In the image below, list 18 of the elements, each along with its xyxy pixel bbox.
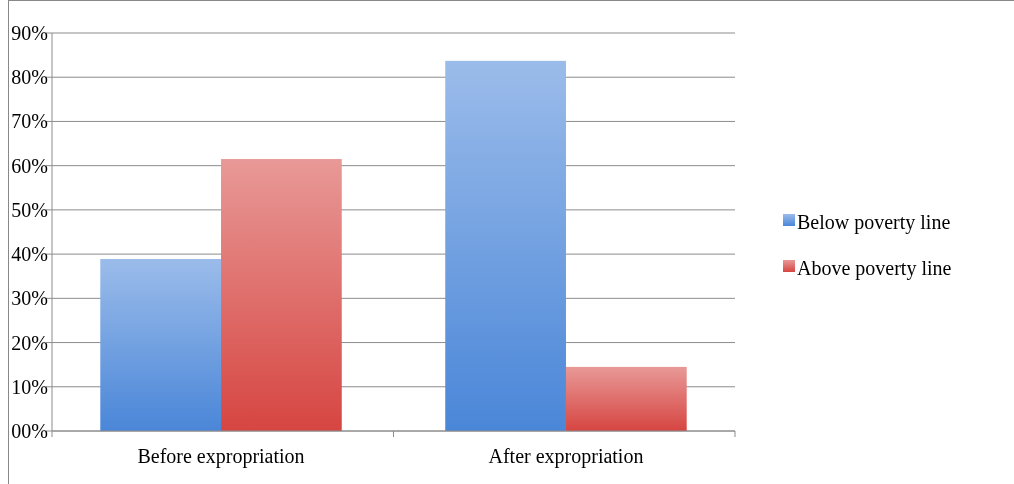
bar [100, 258, 222, 431]
y-tick-label: 80% [11, 66, 48, 89]
y-tick-label: 00% [11, 420, 48, 442]
y-tick-label: 60% [11, 154, 48, 177]
x-tick-label: Before expropriation [137, 445, 305, 468]
legend-label: Above poverty line [797, 257, 952, 280]
y-tick-label: 30% [11, 287, 48, 310]
y-tick-label: 50% [11, 198, 48, 221]
bar [221, 159, 342, 431]
y-tick-label: 40% [11, 243, 48, 266]
legend-label: Below poverty line [797, 211, 951, 234]
y-tick-label: 10% [11, 375, 48, 398]
y-tick-label: 20% [11, 331, 48, 354]
y-tick-label: 90% [11, 22, 48, 44]
x-tick-label: After expropriation [488, 445, 644, 468]
y-tick-label: 70% [11, 110, 48, 133]
bar [565, 366, 687, 431]
bar [445, 60, 566, 431]
